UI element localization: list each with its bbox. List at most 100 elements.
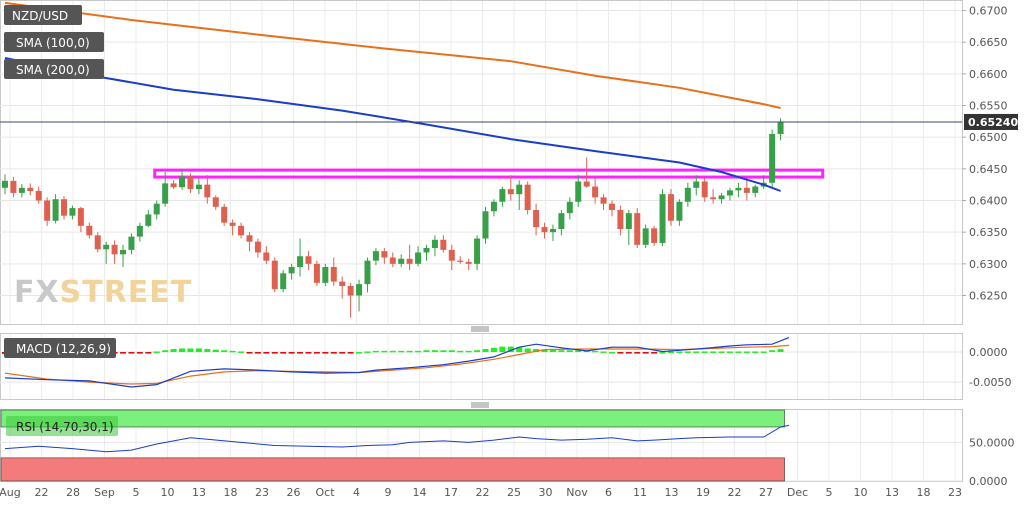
candle (592, 176, 599, 204)
rsi-layer (4, 424, 790, 453)
legend-sma200[interactable]: SMA (200,0) (4, 59, 104, 79)
candle-body (566, 201, 573, 214)
panel-resize-handle[interactable] (471, 326, 489, 332)
date-tick-label: Nov (566, 486, 588, 499)
candle (10, 177, 17, 198)
main-panel[interactable] (0, 0, 963, 325)
candle-body (44, 200, 51, 221)
date-tick-label: 18 (224, 486, 238, 499)
candle-body (777, 121, 784, 134)
candle (204, 175, 211, 204)
candle (297, 238, 304, 277)
legend-macd[interactable]: MACD (12,26,9) (4, 338, 116, 358)
legend-sma100[interactable]: SMA (100,0) (4, 32, 104, 52)
candle (465, 258, 472, 271)
macd-histogram-bar (179, 348, 186, 353)
candle-body (10, 180, 17, 193)
candle-body (718, 195, 725, 200)
current-price-tag (964, 113, 1018, 130)
date-tick-label: 11 (633, 486, 647, 499)
macd-histogram-bar (431, 350, 438, 353)
candle-body (659, 194, 666, 243)
candle (313, 260, 320, 286)
macd-histogram-bar (743, 351, 750, 353)
legend-rsi[interactable]: RSI (14,70,30,1) (6, 416, 118, 436)
macd-histogram-bar (566, 350, 573, 353)
macd-panel[interactable] (0, 333, 963, 400)
candle (339, 276, 346, 299)
macd-histogram-bar (187, 348, 194, 353)
candle-body (474, 238, 481, 264)
candle (271, 257, 278, 293)
candle (246, 232, 253, 252)
macd-histogram-bar (777, 349, 784, 353)
date-tick-label: 28 (66, 486, 80, 499)
rsi-zones (0, 409, 785, 482)
macd-histogram-bar (600, 351, 607, 353)
macd-histogram-bar (238, 351, 245, 353)
macd-histogram-bar (482, 349, 489, 353)
candle (482, 206, 489, 244)
candle (507, 175, 514, 201)
candle (524, 181, 531, 215)
macd-histogram-bar (474, 350, 481, 353)
date-tick-label: 22 (728, 486, 742, 499)
candle-body (752, 186, 759, 193)
macd-histogram-bar (162, 350, 169, 353)
candle-body (743, 187, 750, 193)
macd-line (4, 337, 790, 388)
candle-body (592, 186, 599, 198)
price-tick-label: 0.6600 (969, 68, 1008, 81)
candle-body (406, 258, 413, 264)
candle (769, 129, 776, 188)
candle-body (313, 263, 320, 283)
sma-layer (4, 1, 781, 192)
macd-histogram-bar (254, 352, 261, 354)
candle-body (263, 252, 270, 261)
price-tick-label: 0.6550 (969, 100, 1008, 113)
rsi-axis: 50.0000 0.0000 (969, 436, 1015, 488)
macd-histogram-bar (490, 347, 497, 353)
candle (423, 244, 430, 261)
rsi-tick-label: 50.0000 (969, 436, 1015, 449)
panel-resize-handle[interactable] (471, 402, 489, 408)
rsi-line (4, 424, 790, 453)
candle-body (667, 194, 674, 221)
candle (305, 251, 312, 271)
candle-body (625, 213, 632, 229)
candle (431, 235, 438, 257)
candle (52, 194, 59, 224)
candle (516, 180, 523, 210)
candle (575, 175, 582, 207)
candle-body (389, 257, 396, 264)
macd-histogram-bar (516, 347, 523, 353)
macd-histogram-bar (634, 352, 641, 354)
price-tick-label: 0.6500 (969, 131, 1008, 144)
legend-symbol[interactable]: NZD/USD (4, 5, 82, 25)
macd-histogram-bar (195, 348, 202, 353)
candle-body (162, 183, 169, 204)
candle-body (465, 261, 472, 264)
candle-body (356, 284, 363, 296)
date-tick-label: 22 (35, 486, 49, 499)
candle-body (322, 267, 329, 283)
legend-rsi-label: RSI (14,70,30,1) (16, 420, 114, 434)
candle-body (136, 225, 143, 237)
candle (27, 183, 34, 196)
candle (61, 196, 68, 220)
macd-histogram-bar (752, 351, 759, 353)
price-tick-label: 0.6400 (969, 195, 1008, 208)
candle (364, 257, 371, 293)
candle-body (726, 190, 733, 196)
candle-body (153, 203, 160, 215)
watermark: FXSTREET (14, 275, 192, 310)
candle (558, 210, 565, 236)
candle (2, 174, 8, 195)
candle (280, 270, 287, 293)
candle (533, 203, 540, 236)
date-tick-label: 14 (413, 486, 427, 499)
watermark-part2: STREET (60, 275, 193, 310)
candle-body (2, 180, 8, 188)
macd-histogram-bar (533, 349, 540, 353)
candle (187, 173, 194, 193)
